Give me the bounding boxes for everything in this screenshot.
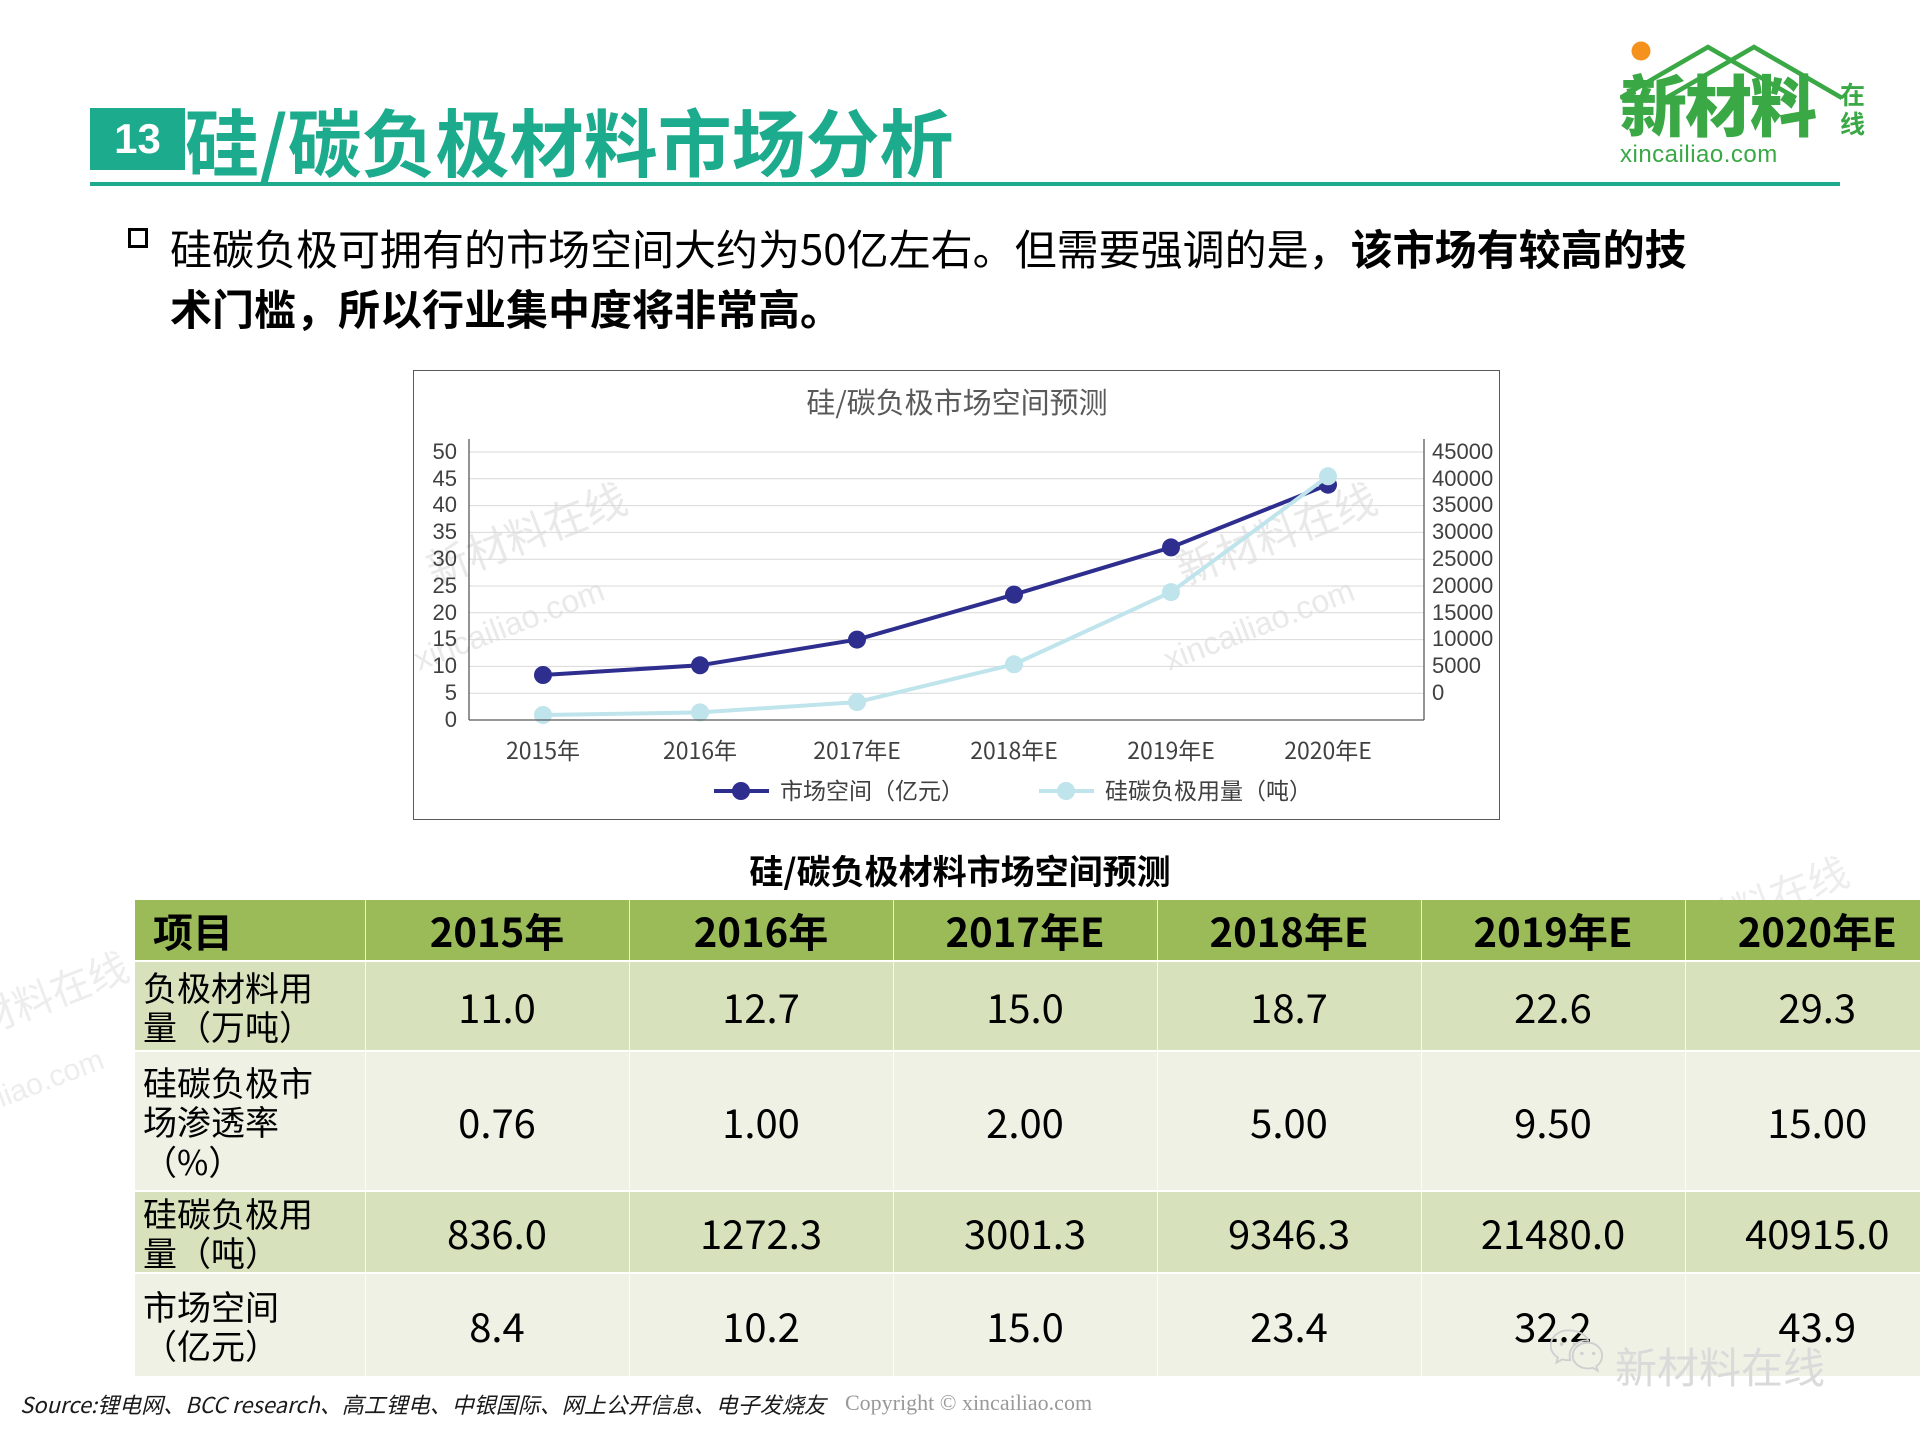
svg-text:10000: 10000 [1432, 626, 1493, 651]
svg-text:新材料在线: 新材料在线 [0, 935, 136, 1061]
svg-text:40: 40 [433, 492, 457, 517]
svg-text:45000: 45000 [1432, 439, 1493, 464]
svg-text:15000: 15000 [1432, 600, 1493, 625]
svg-text:20: 20 [433, 600, 457, 625]
svg-text:35: 35 [433, 519, 457, 544]
svg-text:2015年: 2015年 [506, 732, 580, 766]
svg-text:30000: 30000 [1432, 519, 1493, 544]
svg-text:线: 线 [1840, 105, 1865, 141]
svg-text:2017年E: 2017年E [813, 732, 901, 766]
svg-text:25000: 25000 [1432, 546, 1493, 571]
svg-text:15: 15 [433, 626, 457, 651]
svg-text:2018年E: 2018年E [970, 732, 1058, 766]
svg-text:10: 10 [433, 653, 457, 678]
svg-text:0: 0 [1432, 680, 1444, 705]
svg-text:硅/碳负极市场空间预测: 硅/碳负极市场空间预测 [806, 380, 1107, 422]
svg-text:2019年E: 2019年E [1127, 732, 1215, 766]
svg-text:硅碳负极用量（吨）: 硅碳负极用量（吨） [1105, 772, 1312, 806]
svg-text:35000: 35000 [1432, 492, 1493, 517]
svg-text:20000: 20000 [1432, 573, 1493, 598]
svg-text:xincailiao.com: xincailiao.com [1620, 141, 1778, 168]
svg-text:市场空间（亿元）: 市场空间（亿元） [780, 772, 964, 806]
svg-text:0: 0 [445, 707, 457, 732]
svg-text:新材料: 新材料 [1620, 54, 1816, 151]
svg-text:5: 5 [445, 680, 457, 705]
svg-text:25: 25 [433, 573, 457, 598]
svg-text:2016年: 2016年 [663, 732, 737, 766]
svg-text:xincailiao.com: xincailiao.com [0, 1043, 108, 1141]
svg-text:30: 30 [433, 546, 457, 571]
svg-text:40000: 40000 [1432, 466, 1493, 491]
svg-text:2020年E: 2020年E [1284, 732, 1372, 766]
svg-text:5000: 5000 [1432, 653, 1481, 678]
svg-text:45: 45 [433, 466, 457, 491]
svg-text:50: 50 [433, 439, 457, 464]
